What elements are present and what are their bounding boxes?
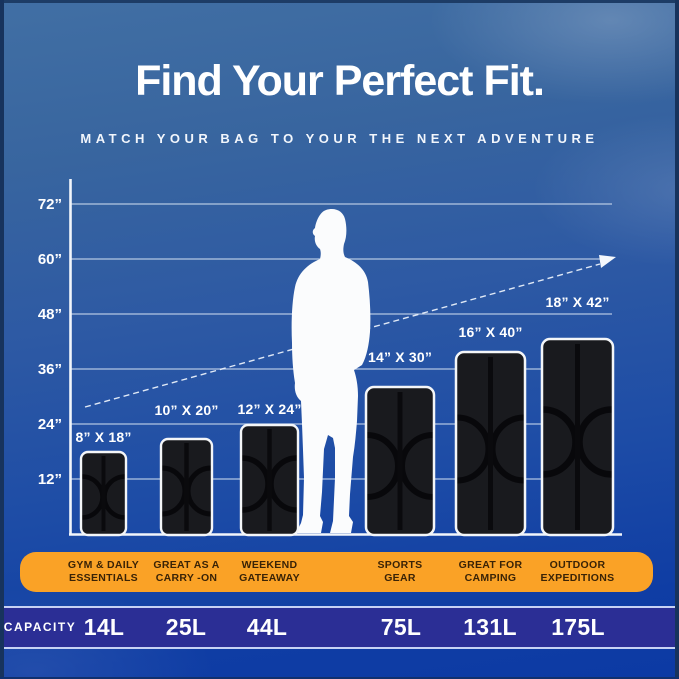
trend-arrow xyxy=(84,255,616,408)
capacity-value-1: 14L xyxy=(83,614,125,640)
bag-3 xyxy=(239,423,300,537)
bag-4 xyxy=(364,385,436,537)
tick-24: 24” xyxy=(38,416,62,433)
y-axis-tick-labels: 72” 60” 48” 36” 24” 12” xyxy=(38,196,62,488)
capacity-value-5: 131L xyxy=(463,614,517,640)
use-case-expeditions: OUTDOOR EXPEDITIONS xyxy=(540,559,615,584)
bag-6-size-label: 18” X 42” xyxy=(545,294,609,310)
use-case-weekend: WEEKEND GATEAWAY xyxy=(239,559,300,584)
frame-border-bottom xyxy=(0,677,679,679)
use-case-carry-on: GREAT AS A CARRY -ON xyxy=(153,559,220,584)
use-case-camping: GREAT FOR CAMPING xyxy=(458,559,523,584)
tick-60: 60” xyxy=(38,251,62,268)
frame-border-top xyxy=(0,0,679,3)
tick-72: 72” xyxy=(38,196,62,213)
tick-48: 48” xyxy=(38,306,62,323)
bag-5 xyxy=(454,350,527,537)
tick-12: 12” xyxy=(38,471,62,488)
bag-2-size-label: 10” X 20” xyxy=(154,402,218,418)
use-case-band: GYM & DAILY ESSENTIALS GREAT AS A CARRY … xyxy=(20,552,653,592)
frame-border-left xyxy=(0,0,4,679)
page-subtitle: MATCH YOUR BAG TO YOUR THE NEXT ADVENTUR… xyxy=(80,131,599,146)
person-silhouette xyxy=(291,209,371,533)
bag-6 xyxy=(540,337,615,537)
bag-1 xyxy=(79,450,128,537)
use-case-sports: SPORTS GEAR xyxy=(377,559,423,584)
arrowhead-icon xyxy=(599,255,616,268)
axes xyxy=(69,179,622,536)
tick-36: 36” xyxy=(38,361,62,378)
bag-2 xyxy=(159,437,214,537)
bag-size-labels: 8” X 18” 10” X 20” 12” X 24” 14” X 30” 1… xyxy=(75,294,609,445)
capacity-value-3: 44L xyxy=(246,614,288,640)
capacity-row-label: CAPACITY xyxy=(3,620,77,634)
bag-4-size-label: 14” X 30” xyxy=(368,349,432,365)
capacity-value-6: 175L xyxy=(551,614,605,640)
capacity-value-4: 75L xyxy=(380,614,422,640)
bag-5-size-label: 16” X 40” xyxy=(458,324,522,340)
capacity-band: CAPACITY 14L 25L 44L 75L 131L 175L xyxy=(0,606,679,649)
page-title: Find Your Perfect Fit. xyxy=(135,57,545,105)
bag-1-size-label: 8” X 18” xyxy=(75,429,131,445)
capacity-value-2: 25L xyxy=(165,614,207,640)
bag-3-size-label: 12” X 24” xyxy=(237,401,301,417)
frame-border-right xyxy=(675,0,679,679)
use-case-gym: GYM & DAILY ESSENTIALS xyxy=(67,559,140,584)
